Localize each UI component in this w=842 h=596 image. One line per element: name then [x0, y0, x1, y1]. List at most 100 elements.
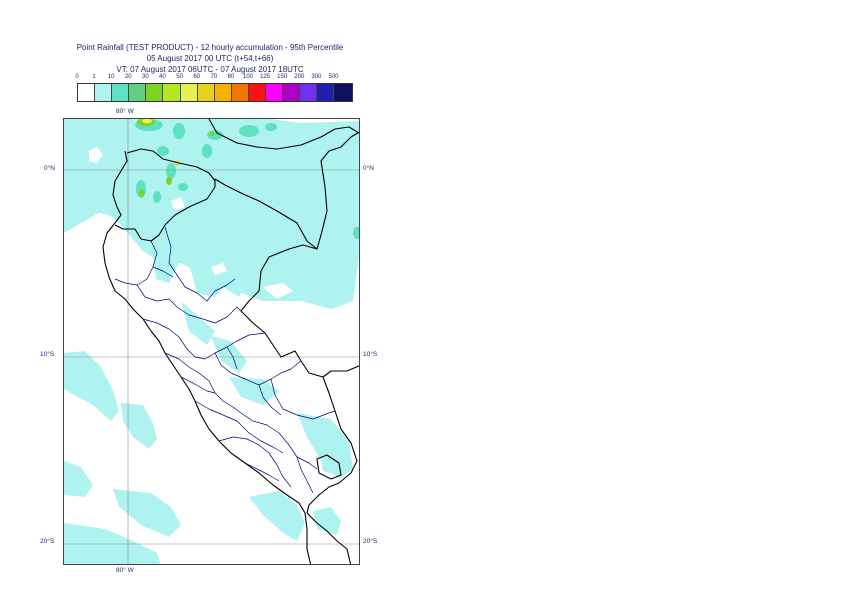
colorbar-tick-label: 10 [107, 74, 115, 80]
admin-line-14 [206, 278, 236, 302]
rain-area-ocean-1 [64, 351, 119, 421]
colorbar-tick-label: 125 [260, 74, 271, 80]
colorbar-tick-label: 60 [193, 74, 201, 80]
rain-heavy-4 [139, 189, 145, 197]
colorbar-tick-label: 300 [311, 74, 322, 80]
colorbar-tick-label: 150 [277, 74, 288, 80]
title-line-2: 05 August 2017 00 UTC (t+54,t+66) [146, 54, 274, 63]
colorbar-swatch [129, 84, 147, 101]
colorbar-swatch [163, 84, 181, 101]
colorbar-swatch [231, 84, 249, 101]
admin-line-12 [244, 462, 280, 482]
colorbar-tick-label: 1 [92, 74, 96, 80]
rain-area-andes-4 [211, 336, 247, 373]
rain-medium-2 [173, 123, 185, 139]
rain-area-south-coast [249, 491, 305, 541]
rain-area-andes-2 [189, 263, 227, 297]
rain-medium-4 [202, 144, 212, 158]
colorbar-swatch [180, 84, 198, 101]
lat-label-left-0: 0°N [44, 165, 55, 172]
admin-line-2 [164, 226, 208, 302]
map-frame [63, 118, 360, 565]
border-peru-bolivia [306, 376, 358, 514]
rain-area-northwest [64, 119, 359, 309]
admin-line-4 [142, 318, 266, 360]
admin-line-9 [194, 400, 284, 454]
colorbar-swatch [283, 84, 301, 101]
rain-heavy-3 [166, 177, 172, 185]
colorbar-tick-label: 50 [176, 74, 183, 80]
colorbar-labels: 0 1 10 20 30 40 50 60 70 80 100 125 150 200 300 500 [70, 74, 360, 84]
dry-clearings [89, 147, 293, 299]
rainfall-map [64, 119, 359, 564]
title-line-1: Point Rainfall (TEST PRODUCT) - 12 hourl… [76, 43, 344, 52]
admin-line-11 [270, 378, 336, 420]
lon-label-top: 80° W [116, 108, 134, 115]
colorbar-tick-label: 0 [75, 74, 79, 80]
dry-area-1 [89, 147, 103, 163]
lat-label-right-2: 20°S [363, 538, 378, 545]
colorbar-swatch [214, 84, 232, 101]
rain-area-andes-5 [229, 377, 279, 405]
dry-area-4 [211, 263, 227, 275]
rain-area-andes-1 [151, 237, 179, 283]
chart-title-block: Point Rainfall (TEST PRODUCT) - 12 hourl… [40, 42, 380, 75]
colorbar-swatch [300, 84, 318, 101]
rain-area-ocean-4 [113, 489, 181, 537]
dry-area-2 [171, 197, 185, 211]
admin-line-3 [136, 284, 242, 324]
rain-medium-10 [239, 125, 259, 137]
rain-medium-11 [265, 123, 277, 131]
admin-line-8 [240, 412, 314, 494]
colorbar-swatch [334, 84, 352, 101]
border-ecuador-peru [114, 179, 216, 242]
rain-medium-6 [166, 163, 176, 179]
colorbar-swatch [317, 84, 335, 101]
rain-medium-9 [178, 183, 188, 191]
lat-label-right-1: 10°S [363, 351, 378, 358]
colorbar-tick-label: 500 [328, 74, 339, 80]
rain-area-ocean-2 [121, 403, 157, 449]
rain-area-andes-3 [181, 301, 215, 345]
colorbar-tick-label: 40 [159, 74, 166, 80]
colorbar-tick-label: 30 [142, 74, 149, 80]
lat-label-left-1: 10°S [40, 351, 55, 358]
colorbar-swatch [146, 84, 164, 101]
graticule [64, 119, 359, 564]
border-colombia-north [208, 119, 359, 150]
admin-line-13 [296, 456, 318, 470]
admin-line-7 [180, 376, 216, 394]
admin-line-15 [258, 384, 282, 416]
border-bolivia-chile [306, 512, 352, 564]
colorbar-tick-label: 20 [124, 74, 132, 80]
rain-medium-8 [153, 191, 161, 203]
colorbar-swatch [266, 84, 284, 101]
lon-label-bottom: 80° W [116, 567, 134, 574]
admin-line-1 [114, 240, 158, 286]
admin-line-10 [218, 436, 292, 488]
rain-medium-12 [353, 227, 359, 239]
colorbar-tick-label: 200 [294, 74, 305, 80]
coastline-and-borders [102, 119, 359, 564]
colorbar-tick-label: 70 [210, 74, 218, 80]
rain-area-east [313, 507, 341, 535]
coastline [102, 150, 312, 564]
colorbar-swatch [197, 84, 215, 101]
admin-line-5 [164, 352, 242, 414]
admin-line-17 [226, 346, 238, 370]
colorbar [77, 83, 353, 102]
admin-boundaries [114, 226, 336, 494]
rain-heavy-5 [209, 132, 215, 136]
colorbar-tick-label: 80 [227, 74, 235, 80]
rain-medium-5 [157, 146, 169, 156]
lat-label-right-0: 0°N [363, 165, 374, 172]
dry-area-3 [263, 283, 293, 299]
colorbar-swatch [112, 84, 130, 101]
colorbar-tick-label: 100 [242, 74, 254, 80]
border-ecuador-colombia [126, 148, 216, 182]
colorbar-swatch [95, 84, 113, 101]
rain-area-lake [321, 457, 345, 477]
lake-titicaca [316, 454, 342, 480]
border-colombia-peru-brazil [214, 131, 359, 250]
title-line-3: VT: 07 August 2017 06UTC - 07 August 201… [116, 65, 304, 74]
